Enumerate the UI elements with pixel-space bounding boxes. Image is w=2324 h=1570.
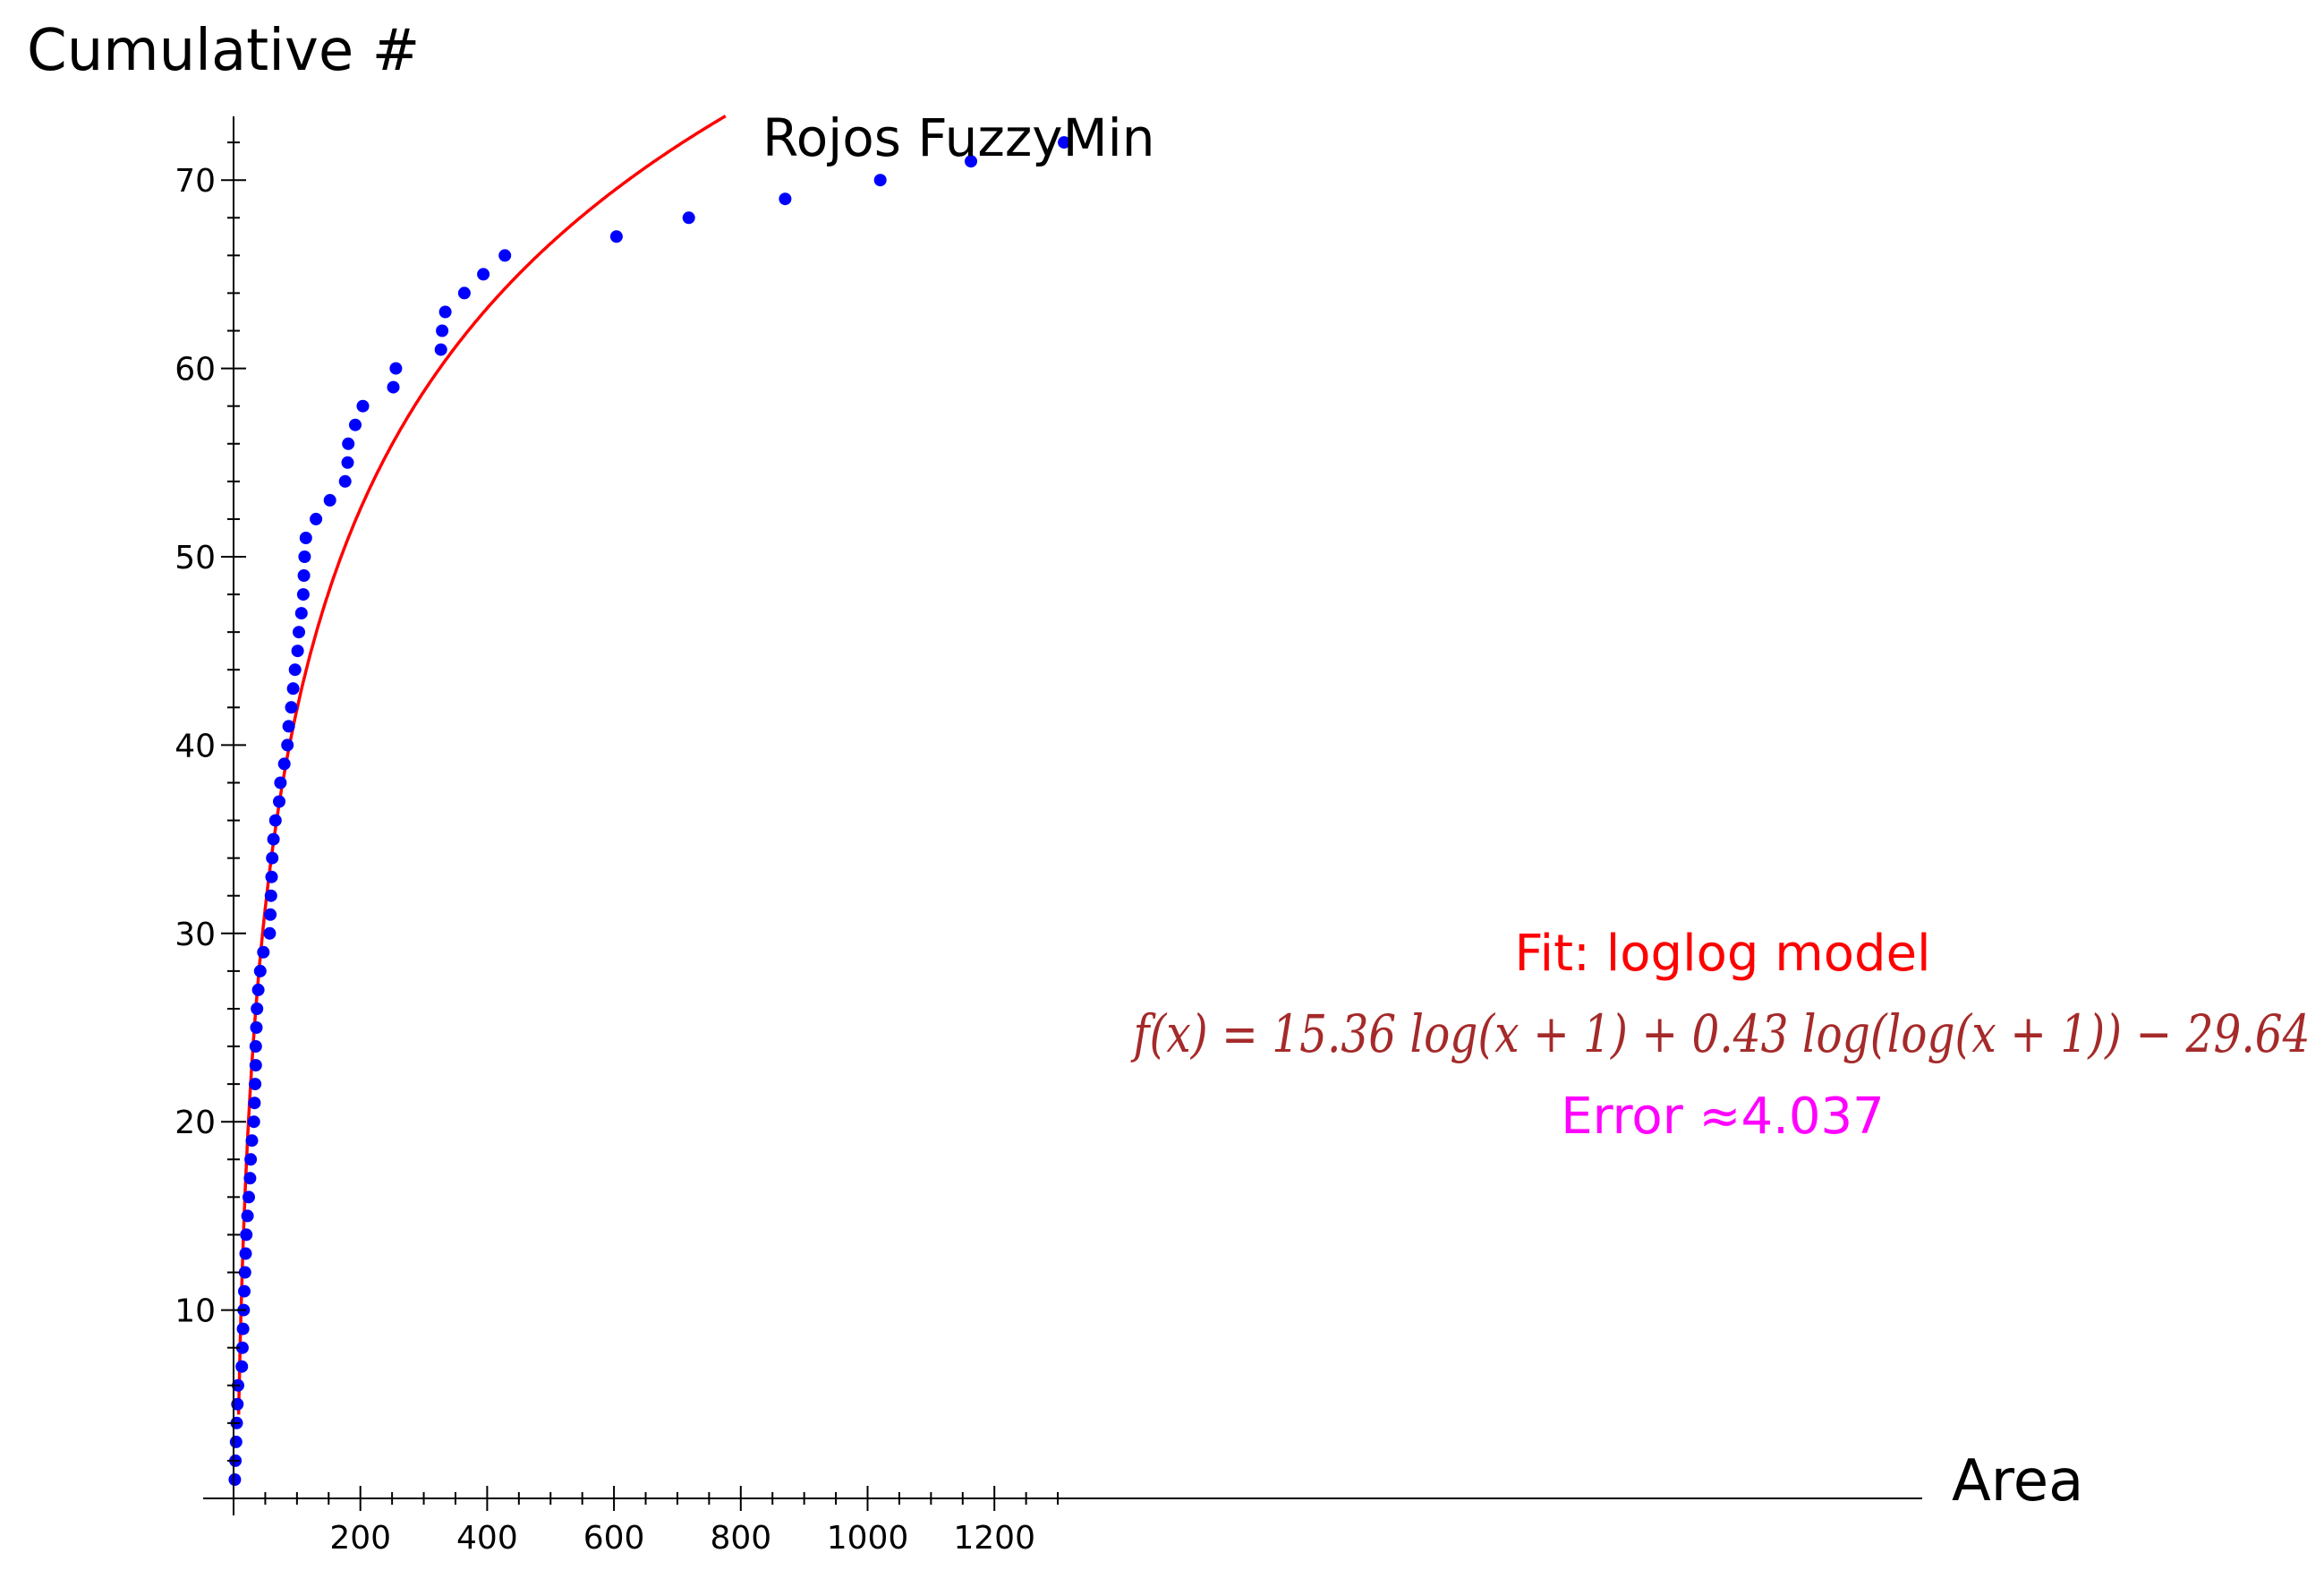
data-point bbox=[310, 512, 323, 525]
data-point bbox=[389, 362, 403, 375]
data-point bbox=[244, 1153, 258, 1166]
data-point bbox=[240, 1228, 253, 1241]
data-point bbox=[277, 757, 291, 771]
y-tick-label: 70 bbox=[175, 163, 216, 200]
x-tick-label: 1200 bbox=[953, 1520, 1035, 1557]
data-point bbox=[247, 1115, 260, 1129]
data-point bbox=[229, 1435, 243, 1448]
data-point bbox=[266, 851, 279, 865]
data-point bbox=[249, 1078, 262, 1091]
data-point bbox=[682, 211, 695, 225]
data-point bbox=[349, 418, 362, 431]
y-tick-label: 10 bbox=[175, 1293, 216, 1330]
data-point bbox=[341, 456, 354, 469]
x-axis-ticks: 200 400 600 800 1000 1200 bbox=[264, 1486, 1060, 1557]
data-point bbox=[498, 249, 512, 262]
data-point bbox=[323, 493, 336, 507]
data-point bbox=[239, 1247, 252, 1260]
data-point bbox=[251, 1003, 264, 1015]
data-point bbox=[236, 1322, 250, 1335]
data-point bbox=[434, 343, 447, 356]
fit-formula: f(x) = 15.36 log(x + 1) + 0.43 log(log(x… bbox=[1130, 1003, 2310, 1064]
data-point bbox=[297, 569, 311, 582]
data-point bbox=[235, 1360, 249, 1373]
y-tick-label: 40 bbox=[175, 728, 216, 764]
data-points bbox=[228, 136, 1071, 1486]
fit-curve-layer bbox=[236, 115, 727, 1415]
data-point bbox=[248, 1096, 261, 1110]
x-tick-label: 800 bbox=[710, 1520, 771, 1557]
data-point bbox=[286, 682, 300, 695]
data-point bbox=[264, 889, 277, 902]
data-point bbox=[457, 286, 471, 300]
fit-model-label: Fit: loglog model bbox=[1514, 925, 1930, 983]
data-point bbox=[245, 1134, 259, 1148]
data-point bbox=[251, 983, 265, 996]
data-point bbox=[243, 1190, 255, 1204]
x-tick-label: 600 bbox=[583, 1520, 645, 1557]
data-point bbox=[609, 230, 623, 243]
x-tick-label: 1000 bbox=[827, 1520, 909, 1557]
data-point bbox=[268, 814, 282, 827]
axes: 200 400 600 800 1000 1200 10 20 30 40 50 60 70 bbox=[175, 116, 1922, 1557]
y-tick-label: 50 bbox=[175, 540, 216, 576]
data-point bbox=[387, 380, 400, 394]
data-point bbox=[253, 964, 267, 977]
data-point bbox=[342, 437, 355, 450]
data-point bbox=[298, 550, 311, 563]
data-point bbox=[294, 607, 308, 620]
data-point bbox=[338, 474, 352, 488]
x-tick-label: 200 bbox=[329, 1520, 391, 1557]
data-point bbox=[250, 1021, 263, 1034]
data-point bbox=[238, 1266, 251, 1279]
data-point bbox=[873, 174, 887, 187]
data-point bbox=[238, 1284, 251, 1298]
data-point bbox=[249, 1040, 262, 1053]
data-point bbox=[265, 870, 278, 883]
fit-error-label: Error ≈4.037 bbox=[1561, 1088, 1885, 1146]
data-point bbox=[257, 945, 270, 959]
data-point bbox=[293, 626, 305, 639]
data-point bbox=[288, 663, 302, 677]
data-point bbox=[296, 588, 310, 602]
data-point bbox=[477, 268, 490, 281]
data-point bbox=[241, 1209, 254, 1223]
y-axis-label: Cumulative # bbox=[27, 18, 420, 84]
data-point bbox=[263, 926, 277, 940]
data-point bbox=[282, 720, 295, 733]
data-point bbox=[438, 305, 452, 319]
y-tick-label: 60 bbox=[175, 352, 216, 388]
data-point bbox=[779, 192, 792, 206]
x-axis-label: Area bbox=[1952, 1448, 2083, 1515]
data-point bbox=[264, 908, 277, 921]
data-point bbox=[267, 832, 280, 846]
data-point bbox=[356, 399, 370, 413]
data-point bbox=[291, 644, 304, 658]
data-point bbox=[249, 1059, 262, 1072]
data-point bbox=[299, 532, 312, 544]
data-point bbox=[243, 1172, 257, 1185]
data-point bbox=[281, 738, 294, 752]
chart-title: Rojos FuzzyMin bbox=[762, 107, 1155, 168]
y-tick-label: 30 bbox=[175, 917, 216, 953]
fit-curve bbox=[236, 115, 727, 1415]
y-axis-ticks: 10 20 30 40 50 60 70 bbox=[175, 141, 246, 1462]
data-point bbox=[235, 1341, 249, 1354]
data-point bbox=[273, 795, 285, 808]
data-point bbox=[1058, 136, 1071, 149]
data-point bbox=[965, 155, 977, 168]
data-point bbox=[228, 1473, 242, 1486]
data-point bbox=[274, 776, 287, 789]
data-point bbox=[436, 324, 449, 337]
data-point bbox=[285, 701, 298, 714]
x-tick-label: 400 bbox=[456, 1520, 518, 1557]
y-tick-label: 20 bbox=[175, 1105, 216, 1141]
